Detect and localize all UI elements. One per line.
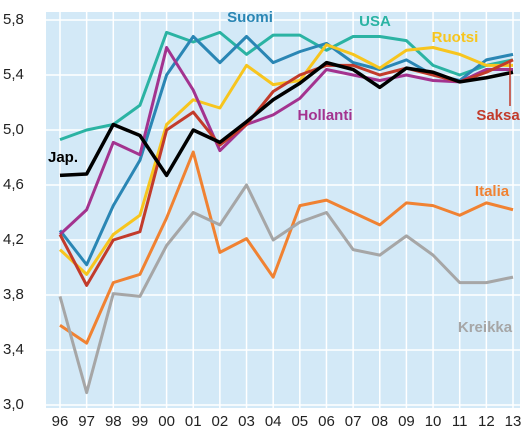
- series-label: Jap.: [48, 149, 78, 166]
- x-tick-label: 96: [52, 413, 69, 430]
- x-tick-label: 01: [185, 413, 202, 430]
- x-tick-label: 13: [505, 413, 522, 430]
- x-tick-label: 10: [425, 413, 442, 430]
- series-label: USA: [359, 13, 391, 30]
- x-tick-label: 99: [132, 413, 149, 430]
- series-label: Kreikka: [458, 319, 513, 336]
- y-tick-label: 5,4: [3, 66, 24, 83]
- y-tick-label: 5,0: [3, 121, 24, 138]
- y-tick-label: 4,6: [3, 176, 24, 193]
- x-tick-label: 00: [158, 413, 175, 430]
- x-tick-label: 09: [398, 413, 415, 430]
- y-tick-label: 3,4: [3, 341, 24, 358]
- x-tick-label: 02: [212, 413, 229, 430]
- series-line: [59, 60, 514, 178]
- x-tick-label: 03: [238, 413, 255, 430]
- y-tick-label: 3,8: [3, 286, 24, 303]
- series-line: [58, 183, 514, 395]
- series-label: Hollanti: [298, 107, 353, 124]
- series-label: Ruotsi: [432, 29, 479, 46]
- x-tick-label: 05: [291, 413, 308, 430]
- series-line: [59, 150, 514, 345]
- x-tick-label: 98: [105, 413, 122, 430]
- series-line: [58, 58, 514, 287]
- y-tick-label: 4,2: [3, 231, 24, 248]
- x-tick-label: 97: [78, 413, 95, 430]
- x-tick-label: 08: [371, 413, 388, 430]
- y-tick-label: 5,8: [3, 11, 24, 28]
- x-tick-label: 11: [452, 413, 468, 430]
- y-tick-label: 3,0: [3, 396, 24, 413]
- x-tick-label: 04: [265, 413, 282, 430]
- x-tick-label: 07: [345, 413, 362, 430]
- x-tick-label: 06: [318, 413, 335, 430]
- x-tick-label: 12: [478, 413, 495, 430]
- series-label: Italia: [475, 183, 510, 200]
- series-line: [59, 30, 514, 142]
- series-label: Suomi: [227, 9, 273, 26]
- series-label: Saksa: [476, 107, 520, 124]
- series-line: [58, 46, 513, 236]
